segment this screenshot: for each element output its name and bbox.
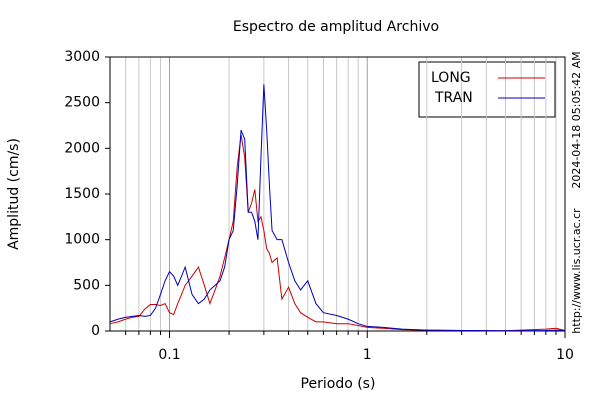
y-tick-label: 2500 bbox=[64, 95, 100, 111]
plot-frame bbox=[109, 56, 566, 332]
x-tick-label: 10 bbox=[556, 347, 574, 363]
legend-label: TRAN bbox=[434, 90, 473, 106]
y-tick-label: 2000 bbox=[64, 140, 100, 156]
y-tick-label: 3000 bbox=[64, 49, 100, 65]
y-tick-label: 1500 bbox=[64, 186, 100, 202]
x-axis-label: Periodo (s) bbox=[301, 376, 376, 392]
x-tick-label: 1 bbox=[363, 347, 372, 363]
legend-label: LONG bbox=[431, 70, 471, 86]
y-tick-label: 500 bbox=[73, 277, 100, 293]
y-axis-label: Amplitud (cm/s) bbox=[6, 138, 22, 250]
series-line bbox=[109, 84, 566, 332]
y-tick-label: 1000 bbox=[64, 232, 100, 248]
chart-title: Espectro de amplitud Archivo bbox=[233, 19, 439, 35]
x-tick-label: 0.1 bbox=[158, 347, 180, 363]
y-tick-label: 0 bbox=[91, 323, 100, 339]
source-url: http://www.lis.ucr.ac.cr bbox=[570, 208, 583, 334]
legend-box bbox=[418, 61, 556, 118]
series-line bbox=[109, 134, 566, 332]
timestamp: 2024-04-18 05:05:42 AM bbox=[570, 51, 583, 188]
